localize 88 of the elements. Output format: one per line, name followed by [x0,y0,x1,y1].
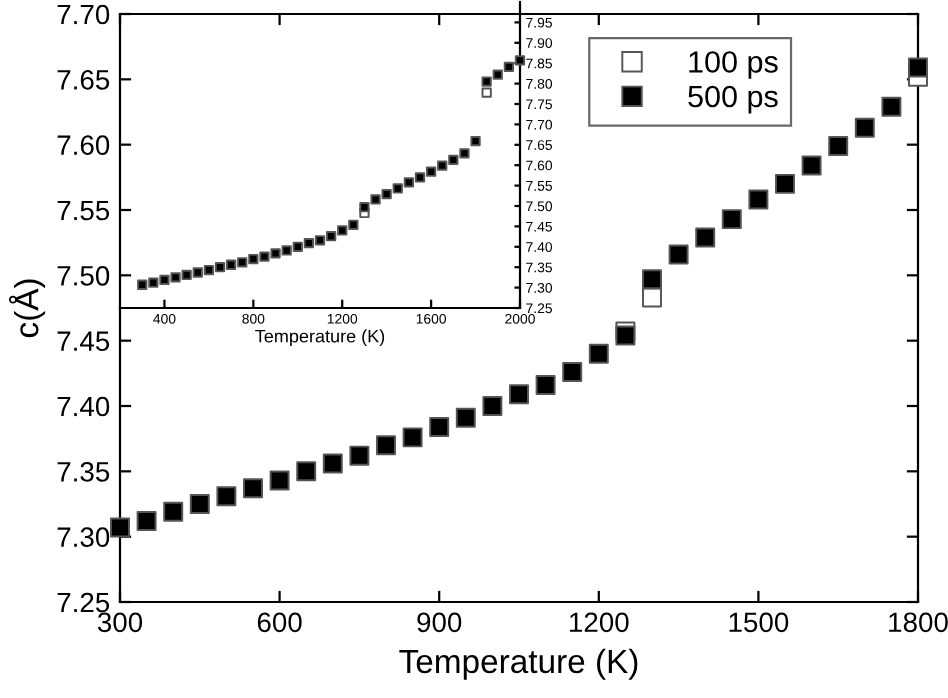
legend-label: 500 ps [688,85,778,114]
point [775,173,795,194]
point [314,235,326,246]
point [481,76,492,87]
point [642,287,662,308]
legend-label: 100 ps [689,51,778,79]
point [270,248,281,259]
point [192,267,203,278]
point [292,241,303,252]
point [322,453,343,474]
point [403,177,415,188]
point [148,277,159,288]
y-tick-label: 7.25 [57,592,110,613]
point [402,427,423,448]
point [359,202,370,213]
point [470,135,481,147]
point [448,154,459,166]
point [325,231,337,242]
point [459,148,470,159]
point [216,486,237,507]
x-tick-label: 1200 [570,612,629,633]
point [425,166,437,177]
point [437,160,448,171]
y-tick-label: 7.55 [57,200,110,221]
point [370,194,381,205]
point [296,461,317,482]
x-tick-label: 600 [257,612,302,633]
x-tick-label: 1500 [729,612,789,633]
point [668,244,689,265]
point [170,272,181,283]
point [269,470,290,491]
point [392,183,403,194]
y-axis-title: c(Å) [8,279,46,338]
point [376,435,396,456]
point [414,172,426,183]
point [481,87,492,98]
point [429,416,450,437]
point [908,57,928,78]
y-tick-label: 7.35 [57,462,110,482]
point [482,396,503,416]
point [214,262,226,273]
point [828,136,849,156]
point [348,219,359,230]
point [136,511,157,531]
point [588,343,609,364]
y-tick-label: 7.40 [57,396,110,417]
point [562,362,583,382]
point [225,259,237,270]
point [281,245,292,256]
point [748,189,769,210]
point [492,69,503,80]
point [695,227,716,248]
point [203,264,215,276]
point [854,117,875,138]
point [514,55,526,66]
y-tick-label: 7.30 [57,527,110,548]
point [881,96,902,117]
point [137,279,148,290]
x-axis-title: Temperature (K) [255,329,385,347]
point [642,269,662,290]
point [503,61,515,73]
point [189,494,210,514]
point [237,257,248,268]
point [535,375,556,396]
point [181,269,192,281]
point [303,237,315,249]
point [163,501,184,522]
point [349,445,370,466]
point [259,251,270,262]
y-tick-label: 7.60 [57,135,110,156]
point [243,478,263,499]
x-tick-label: 900 [417,612,462,633]
y-tick-label: 7.65 [57,70,110,90]
point [159,274,170,285]
point [381,189,392,200]
x-tick-label: 1800 [889,612,948,633]
x-axis-title: Temperature (K) [399,648,638,680]
point [337,225,348,236]
point [721,209,742,230]
x-tick-label: 300 [97,612,143,633]
point [455,407,476,428]
point [509,384,529,405]
point [248,253,259,265]
y-tick-label: 7.50 [57,266,110,286]
y-tick-label: 7.45 [57,331,110,352]
y-tick-label: 7.70 [57,4,110,25]
point [801,155,822,176]
point [110,517,130,538]
